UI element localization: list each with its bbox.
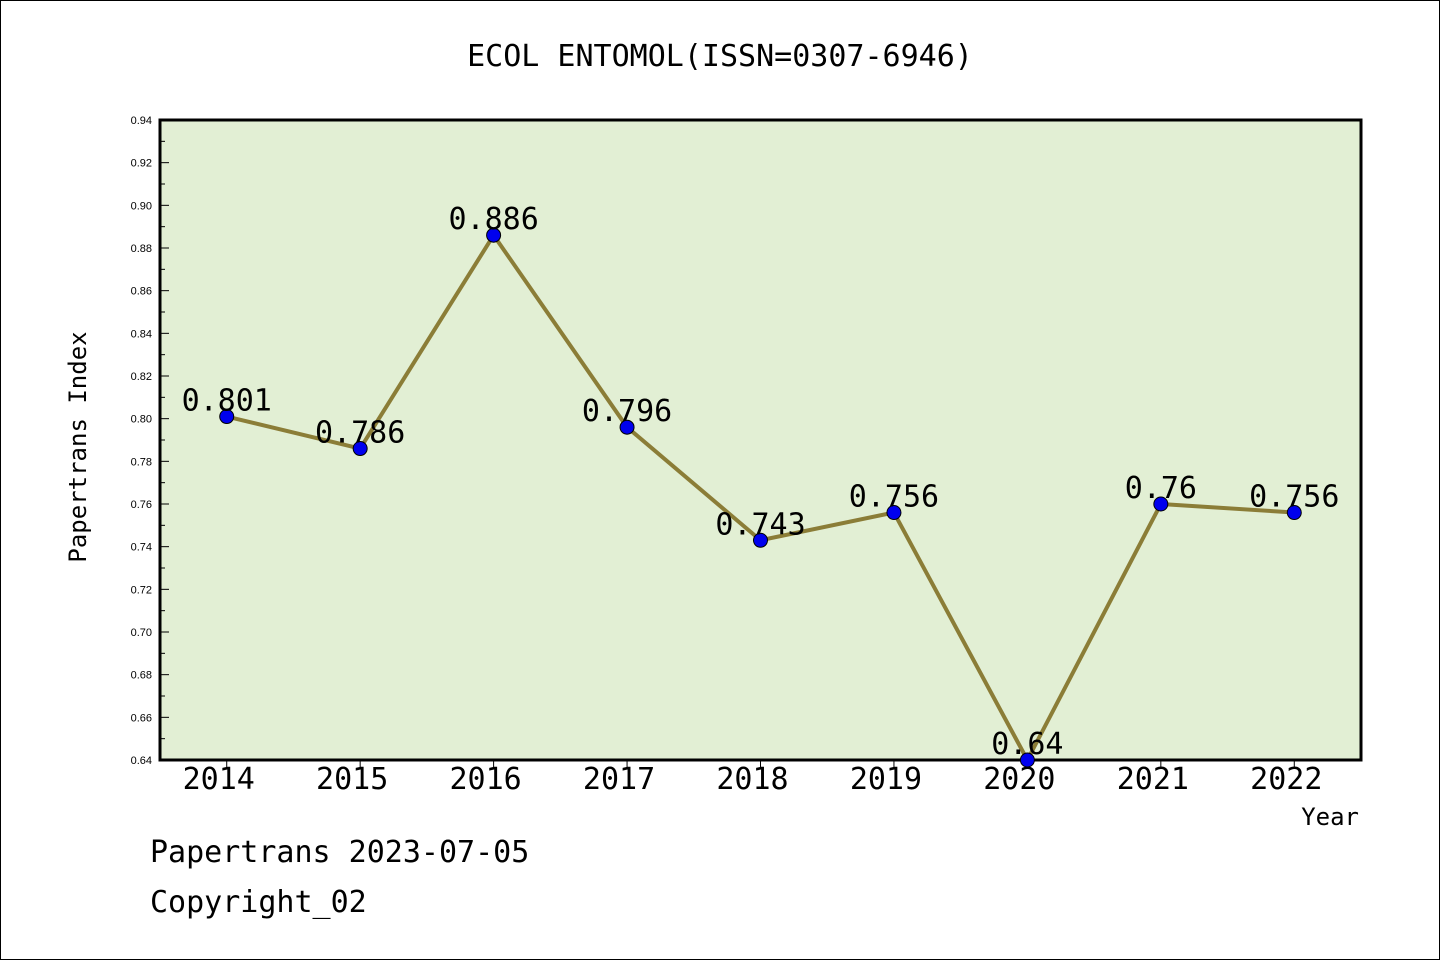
- x-tick-label: 2022: [1250, 762, 1322, 797]
- y-tick-label: 0.84: [131, 328, 152, 340]
- y-tick-label: 0.80: [131, 414, 152, 426]
- data-point: [1153, 496, 1169, 512]
- data-point: [1019, 752, 1035, 768]
- y-tick-label: 0.68: [131, 670, 152, 682]
- data-label: 0.76: [1125, 471, 1197, 506]
- y-axis-label: Papertrans Index: [64, 331, 92, 562]
- data-point: [1286, 505, 1302, 521]
- y-tick-label: 0.66: [131, 712, 152, 724]
- data-point: [219, 409, 235, 425]
- data-label: 0.886: [448, 202, 538, 237]
- x-tick-label: 2020: [983, 762, 1055, 797]
- data-point: [486, 227, 502, 243]
- footer-copyright: Copyright_02: [150, 885, 367, 920]
- y-tick-label: 0.74: [131, 542, 152, 554]
- y-tick-label: 0.86: [131, 286, 152, 298]
- x-tick-label: 2014: [183, 762, 255, 797]
- data-label: 0.786: [315, 416, 405, 451]
- x-tick-label: 2019: [850, 762, 922, 797]
- y-tick-label: 0.90: [131, 200, 152, 212]
- plot-area: [158, 118, 1363, 762]
- data-label: 0.64: [991, 727, 1063, 762]
- x-axis-label: Year: [1301, 803, 1359, 831]
- y-tick-label: 0.78: [131, 456, 152, 468]
- x-tick-label: 2018: [716, 762, 788, 797]
- data-label: 0.743: [715, 507, 805, 542]
- data-label: 0.796: [582, 394, 672, 429]
- data-labels: 0.801 0.786 0.886 0.796 0.743 0.756 0.64 0.76 0.…: [182, 202, 1340, 762]
- data-point: [886, 505, 902, 521]
- x-tick-label: 2016: [449, 762, 521, 797]
- y-tick-label: 0.94: [131, 115, 152, 127]
- y-tick-label: 0.92: [131, 158, 152, 170]
- data-label: 0.756: [849, 480, 939, 515]
- data-label: 0.801: [182, 384, 272, 419]
- chart-title: ECOL ENTOMOL(ISSN=0307-6946): [467, 39, 973, 74]
- y-tick-label: 0.64: [131, 755, 152, 767]
- x-tick-label: 2021: [1117, 762, 1189, 797]
- footer-source: Papertrans 2023-07-05: [150, 835, 530, 870]
- y-tick-label: 0.76: [131, 499, 152, 511]
- data-point: [619, 419, 635, 435]
- y-tick-label: 0.88: [131, 243, 152, 255]
- data-label: 0.756: [1249, 480, 1339, 515]
- y-tick-label: 0.70: [131, 627, 152, 639]
- data-point: [352, 441, 368, 457]
- y-axis-ticks: 0.64 0.66 0.68 0.70 0.72 0.74 0.76 0.78 0.80 0.82…: [131, 115, 169, 767]
- data-markers: [219, 227, 1302, 768]
- y-tick-label: 0.82: [131, 371, 152, 383]
- x-tick-label: 2015: [316, 762, 388, 797]
- y-tick-label: 0.72: [131, 584, 152, 596]
- x-tick-label: 2017: [583, 762, 655, 797]
- data-point: [753, 532, 768, 548]
- x-axis-ticks: 2014 2015 2016 2017 2018 2019 2020 2021 2022: [183, 760, 1322, 797]
